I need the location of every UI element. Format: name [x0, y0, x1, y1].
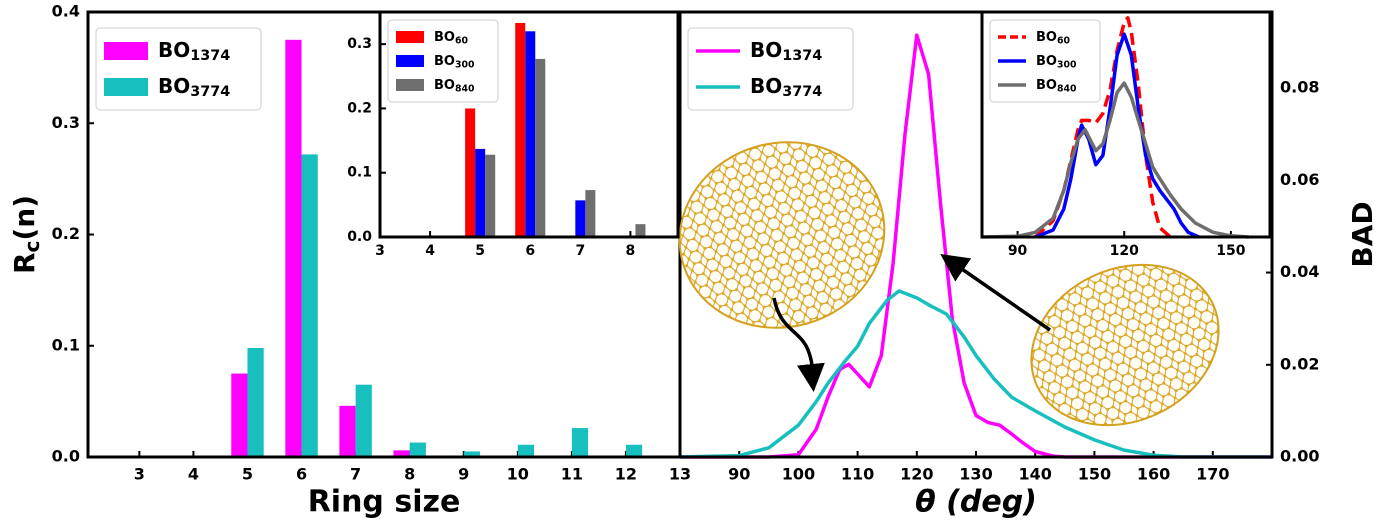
y-tick-label: 0.4	[52, 2, 80, 21]
legend-swatch	[396, 55, 424, 67]
legend-label: BO60	[434, 30, 468, 46]
arrow	[940, 254, 1051, 332]
x-axis-label: Ring size	[308, 485, 461, 520]
y-tick-label: 0.2	[347, 100, 372, 116]
x-tick-label: 110	[841, 465, 874, 484]
cluster-image	[1030, 263, 1220, 427]
legend-swatch	[104, 42, 148, 60]
y-tick-label: 0.08	[1280, 78, 1319, 97]
x-tick-label: 8	[404, 465, 415, 484]
x-tick-label: 5	[242, 465, 253, 484]
legend-label: BO300	[1036, 54, 1077, 70]
bar	[393, 450, 410, 457]
x-tick-label: 12	[615, 465, 637, 484]
x-tick-label: 140	[1018, 465, 1051, 484]
bar	[515, 22, 526, 237]
legend-swatch	[396, 79, 424, 91]
legend-swatch	[104, 78, 148, 96]
x-axis-label: θ (deg)	[915, 485, 1037, 520]
bar	[571, 428, 589, 457]
x-tick-label: 4	[425, 243, 435, 259]
x-tick-label: 3	[134, 465, 145, 484]
legend-label: BO3774	[750, 74, 822, 101]
bad-inset: 90 120 150 BO60 BO300 BO840	[980, 10, 1272, 259]
x-tick-label: 3	[375, 243, 385, 259]
y-tick-label: 0.3	[347, 36, 372, 52]
line	[1034, 32, 1200, 239]
bar	[525, 31, 536, 237]
bar	[485, 154, 496, 237]
y-axis-label: Rc(n)	[8, 195, 44, 274]
decorations	[678, 141, 1220, 427]
bar	[465, 108, 476, 237]
y-axis-label: BAD	[1346, 201, 1379, 267]
bar	[409, 442, 426, 457]
bar	[355, 384, 372, 457]
bar	[475, 148, 486, 237]
x-tick-label: 7	[575, 243, 585, 259]
x-tick-label: 4	[188, 465, 199, 484]
y-tick-label: 0.00	[1280, 447, 1319, 466]
cluster-image	[678, 141, 886, 329]
x-tick-label: 7	[350, 465, 361, 484]
legend-label: BO1374	[750, 38, 822, 65]
line	[679, 289, 1272, 459]
bar	[231, 373, 248, 457]
bar	[635, 224, 646, 237]
line	[981, 81, 1249, 239]
bar	[247, 347, 264, 457]
bar	[535, 58, 546, 237]
x-tick-label: 100	[782, 465, 815, 484]
bar	[301, 154, 318, 457]
legend-label: BO3774	[158, 74, 230, 101]
plot-frame	[378, 10, 680, 239]
legend-box	[989, 19, 1101, 103]
x-tick-label: 6	[296, 465, 307, 484]
x-tick-label: 90	[728, 465, 750, 484]
bar	[585, 190, 596, 237]
x-tick-label: 170	[1196, 465, 1229, 484]
x-tick-label: 5	[475, 243, 485, 259]
y-tick-label: 0.2	[52, 224, 80, 243]
legend-label: BO60	[1036, 30, 1070, 46]
x-tick-label: 130	[959, 465, 992, 484]
x-tick-label: 8	[626, 243, 636, 259]
bar	[339, 405, 356, 457]
legend-label: BO300	[434, 54, 475, 70]
x-tick-label: 90	[1008, 243, 1028, 259]
legend-swatch	[396, 31, 424, 43]
x-tick-label: 13	[669, 465, 691, 484]
bar	[285, 39, 302, 457]
x-tick-label: 6	[525, 243, 535, 259]
legend-label: BO840	[1036, 78, 1077, 94]
x-tick-label: 150	[1078, 465, 1111, 484]
y-tick-label: 0.02	[1280, 354, 1319, 373]
y-tick-label: 0.3	[52, 113, 80, 132]
y-tick-label: 0.1	[347, 165, 372, 181]
x-tick-label: 11	[561, 465, 583, 484]
y-tick-label: 0.06	[1280, 170, 1319, 189]
legend-box	[687, 27, 854, 111]
legend-label: BO1374	[158, 38, 230, 65]
bar	[517, 444, 535, 457]
x-tick-label: 120	[1110, 243, 1139, 259]
x-tick-label: 150	[1216, 243, 1245, 259]
x-tick-label: 9	[458, 465, 469, 484]
y-tick-label: 0.04	[1280, 262, 1319, 281]
bar	[575, 200, 586, 237]
bar	[625, 444, 643, 457]
y-tick-label: 0.1	[52, 335, 80, 354]
x-tick-label: 120	[900, 465, 933, 484]
bar	[463, 451, 480, 457]
x-tick-label: 160	[1137, 465, 1170, 484]
legend-label: BO840	[434, 78, 475, 94]
x-tick-label: 10	[507, 465, 529, 484]
y-tick-label: 0.0	[52, 447, 80, 466]
ring-size-inset: 3 4 5 6 7 8 0.0 0.1 0.2 0.3 BO60 BO300 BO840	[347, 10, 680, 259]
line	[680, 33, 1272, 459]
arrow	[772, 297, 825, 392]
plot-frame	[980, 10, 1272, 239]
y-tick-label: 0.0	[347, 229, 372, 245]
